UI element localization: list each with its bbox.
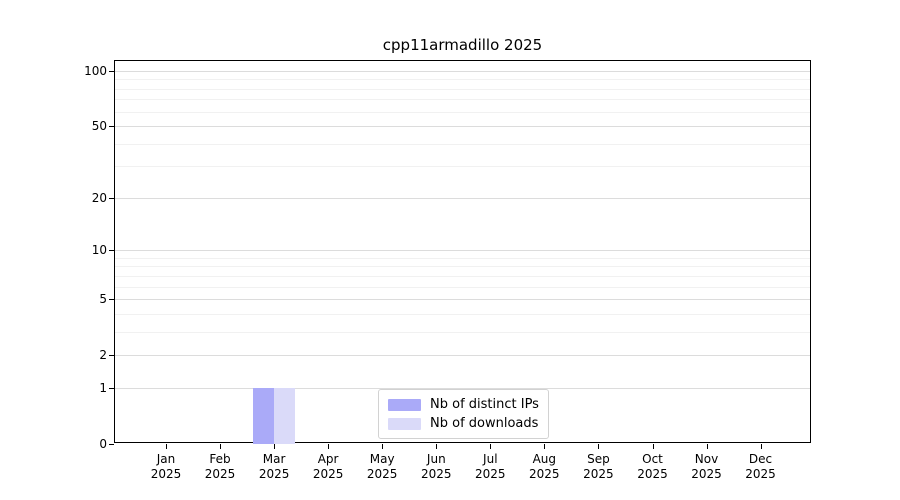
gridline-minor-90 — [115, 79, 810, 81]
chart-title: cpp11armadillo 2025 — [382, 36, 543, 54]
y-tick-10 — [109, 250, 114, 252]
gridline-major-10 — [115, 250, 810, 252]
x-tick-label-oct: Oct 2025 — [623, 452, 683, 482]
y-tick-label-10: 10 — [91, 243, 107, 258]
x-tick-year: 2025 — [204, 467, 236, 481]
x-tick-year: 2025 — [745, 467, 776, 481]
x-tick-month: Apr — [317, 452, 339, 466]
gridline-major-2 — [115, 355, 810, 357]
gridline-minor-8 — [115, 266, 810, 268]
x-tick-month: Sep — [587, 452, 610, 466]
x-tick-month: Jan — [156, 452, 176, 466]
x-tick-month: Jun — [426, 452, 446, 466]
x-tick-year: 2025 — [529, 467, 560, 481]
x-tick-dec — [760, 444, 762, 449]
gridline-minor-80 — [115, 88, 810, 90]
y-tick-1 — [109, 387, 114, 389]
x-tick-label-aug: Aug 2025 — [514, 452, 574, 482]
x-tick-jul — [490, 444, 492, 449]
x-tick-year: 2025 — [366, 467, 398, 481]
x-tick-mar — [274, 444, 276, 449]
gridline-minor-3 — [115, 331, 810, 333]
x-tick-year: 2025 — [475, 467, 506, 481]
x-tick-month: Mar — [262, 452, 286, 466]
bar-nb-of-distinct-ips-mar — [253, 387, 275, 444]
x-tick-apr — [328, 444, 330, 449]
gridline-minor-9 — [115, 257, 810, 259]
x-tick-label-apr: Apr 2025 — [298, 452, 358, 482]
y-tick-50 — [109, 126, 114, 127]
x-tick-label-nov: Nov 2025 — [677, 452, 737, 482]
x-tick-label-feb: Feb 2025 — [190, 452, 250, 482]
gridline-minor-6 — [115, 286, 810, 288]
x-tick-jan — [166, 444, 167, 449]
y-tick-label-2: 2 — [99, 348, 107, 363]
x-tick-nov — [706, 444, 708, 449]
y-tick-label-5: 5 — [99, 292, 107, 307]
x-tick-label-dec: Dec 2025 — [731, 452, 791, 482]
y-tick-0 — [109, 444, 114, 445]
x-tick-jun — [436, 444, 438, 449]
x-tick-month: Aug — [532, 452, 557, 466]
y-tick-label-100: 100 — [84, 63, 107, 78]
gridline-minor-70 — [115, 99, 810, 101]
y-tick-label-20: 20 — [91, 190, 107, 205]
y-tick-label-50: 50 — [91, 119, 107, 133]
gridline-major-100 — [115, 70, 810, 72]
legend-entry-downloads: Nb of downloads — [388, 414, 539, 433]
legend-label-distinct-ips: Nb of distinct IPs — [430, 397, 539, 412]
gridline-minor-30 — [115, 166, 810, 168]
legend-entry-distinct-ips: Nb of distinct IPs — [388, 395, 539, 414]
legend-swatch-downloads — [388, 417, 421, 430]
gridline-major-1 — [115, 387, 810, 389]
x-tick-year: 2025 — [150, 467, 182, 481]
x-tick-label-may: May 2025 — [352, 452, 412, 482]
x-tick-label-jan: Jan 2025 — [136, 452, 196, 482]
x-tick-year: 2025 — [421, 467, 452, 481]
y-tick-label-1: 1 — [99, 380, 107, 395]
x-tick-month: Oct — [642, 452, 663, 466]
plot-area: 0 1 2 5 10 20 50 100 Jan 2025 Feb 2025 Mar 2025 Apr 20… — [84, 60, 811, 481]
x-tick-may — [382, 444, 384, 449]
x-tick-feb — [220, 444, 221, 449]
x-tick-year: 2025 — [583, 467, 614, 481]
x-tick-label-mar: Mar 2025 — [244, 452, 304, 482]
y-tick-label-0: 0 — [99, 437, 107, 451]
legend-label-downloads: Nb of downloads — [430, 416, 539, 431]
x-tick-label-jul: Jul 2025 — [460, 452, 520, 482]
gridline-major-50 — [115, 126, 810, 127]
x-tick-year: 2025 — [637, 467, 668, 481]
legend-swatch-distinct-ips — [388, 398, 421, 411]
x-tick-oct — [652, 444, 654, 449]
x-tick-month: Nov — [694, 452, 719, 466]
x-tick-aug — [544, 444, 546, 449]
gridline-minor-40 — [115, 143, 810, 145]
gridline-minor-4 — [115, 313, 810, 315]
y-tick-100 — [109, 70, 114, 72]
x-tick-year: 2025 — [312, 467, 344, 481]
x-tick-sep — [598, 444, 600, 449]
gridline-major-5 — [115, 299, 810, 301]
legend: Nb of distinct IPs Nb of downloads — [378, 389, 549, 439]
x-tick-label-sep: Sep 2025 — [568, 452, 628, 482]
x-tick-label-jun: Jun 2025 — [406, 452, 466, 482]
x-tick-month: Feb — [209, 452, 231, 466]
y-tick-2 — [109, 355, 114, 357]
x-tick-month: May — [369, 452, 395, 466]
y-tick-20 — [109, 197, 114, 199]
bar-nb-of-downloads-mar — [274, 387, 296, 444]
gridline-major-20 — [115, 197, 810, 199]
x-tick-year: 2025 — [691, 467, 722, 481]
gridline-minor-7 — [115, 275, 810, 277]
gridline-minor-60 — [115, 111, 810, 113]
x-tick-year: 2025 — [258, 467, 290, 481]
x-tick-month: Jul — [483, 452, 498, 466]
y-tick-5 — [109, 299, 114, 301]
x-tick-month: Dec — [748, 452, 773, 466]
